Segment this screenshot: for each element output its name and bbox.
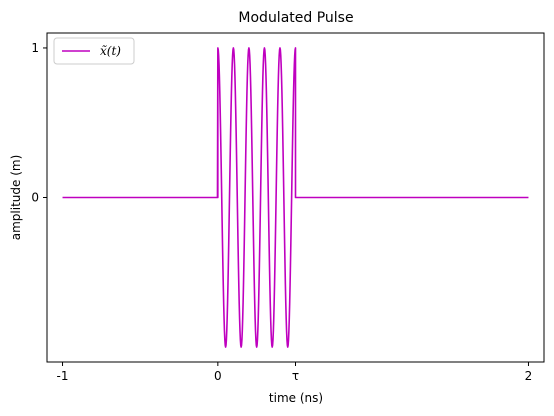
- chart-title: Modulated Pulse: [238, 10, 353, 26]
- x-tick-label: 2: [525, 369, 533, 383]
- x-tick-label: τ: [292, 369, 299, 383]
- y-axis-label: amplitude (m): [9, 155, 23, 241]
- y-axis-ticks: 10: [31, 41, 47, 205]
- x-tick-label: -1: [57, 369, 69, 383]
- x-axis-ticks: -1 0 τ 2: [57, 362, 533, 383]
- legend-box: [53, 37, 135, 65]
- x-axis-label: time (ns): [269, 391, 323, 405]
- legend-label-modulated-pulse: x̃(t): [100, 44, 121, 58]
- y-tick-label: 1: [31, 41, 39, 55]
- series-line-modulated-pulse: [62, 47, 529, 348]
- x-tick-label: 0: [214, 369, 222, 383]
- y-tick-label: 0: [31, 191, 39, 205]
- legend: x̃(t): [53, 37, 135, 65]
